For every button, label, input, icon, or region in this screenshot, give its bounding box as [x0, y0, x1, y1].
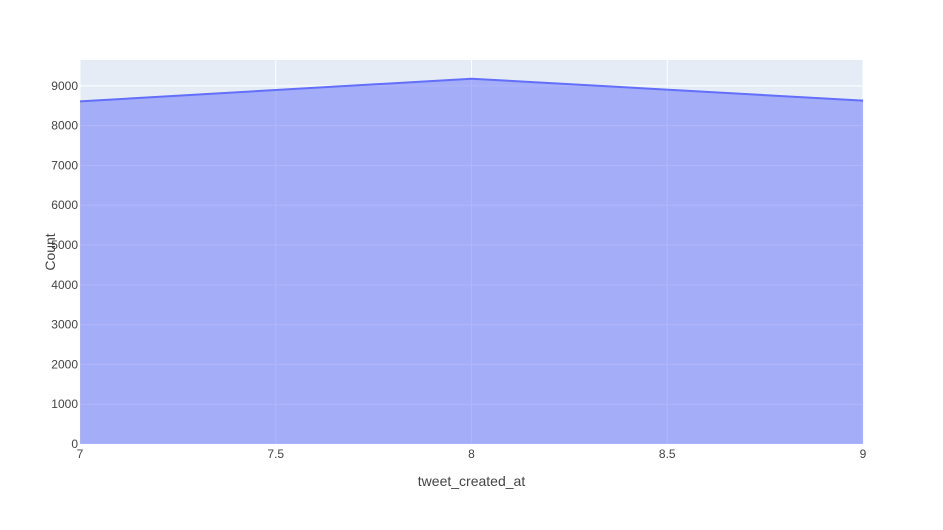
series-area	[77, 76, 866, 444]
y-tick-label-7000: 7000	[51, 158, 78, 172]
x-tick-label-9: 9	[860, 447, 867, 461]
y-tick-label-6000: 6000	[51, 198, 78, 212]
y-tick-label-5000: 5000	[51, 238, 78, 252]
y-axis-ticks: 0 1000 2000 3000 4000 5000 6000 7000 8000 9000	[51, 79, 78, 451]
y-tick-label-2000: 2000	[51, 357, 78, 371]
y-axis-title: Count	[42, 233, 58, 270]
y-tick-label-0: 0	[71, 437, 78, 451]
y-tick-label-9000: 9000	[51, 79, 78, 93]
area-line	[79, 77, 864, 103]
data-point-7[interactable]	[77, 98, 83, 104]
x-axis-ticks: 7 7.5 8 8.5 9	[77, 447, 867, 461]
data-point-8[interactable]	[469, 76, 475, 82]
x-tick-label-7.5: 7.5	[267, 447, 284, 461]
y-tick-label-8000: 8000	[51, 119, 78, 133]
x-tick-label-7: 7	[77, 447, 84, 461]
x-tick-label-8: 8	[468, 447, 475, 461]
y-tick-label-4000: 4000	[51, 278, 78, 292]
y-tick-label-1000: 1000	[51, 397, 78, 411]
area-fill	[80, 78, 863, 444]
x-axis-title: tweet_created_at	[418, 473, 526, 489]
data-point-9[interactable]	[860, 98, 866, 104]
y-tick-label-3000: 3000	[51, 318, 78, 332]
x-tick-label-8.5: 8.5	[659, 447, 676, 461]
